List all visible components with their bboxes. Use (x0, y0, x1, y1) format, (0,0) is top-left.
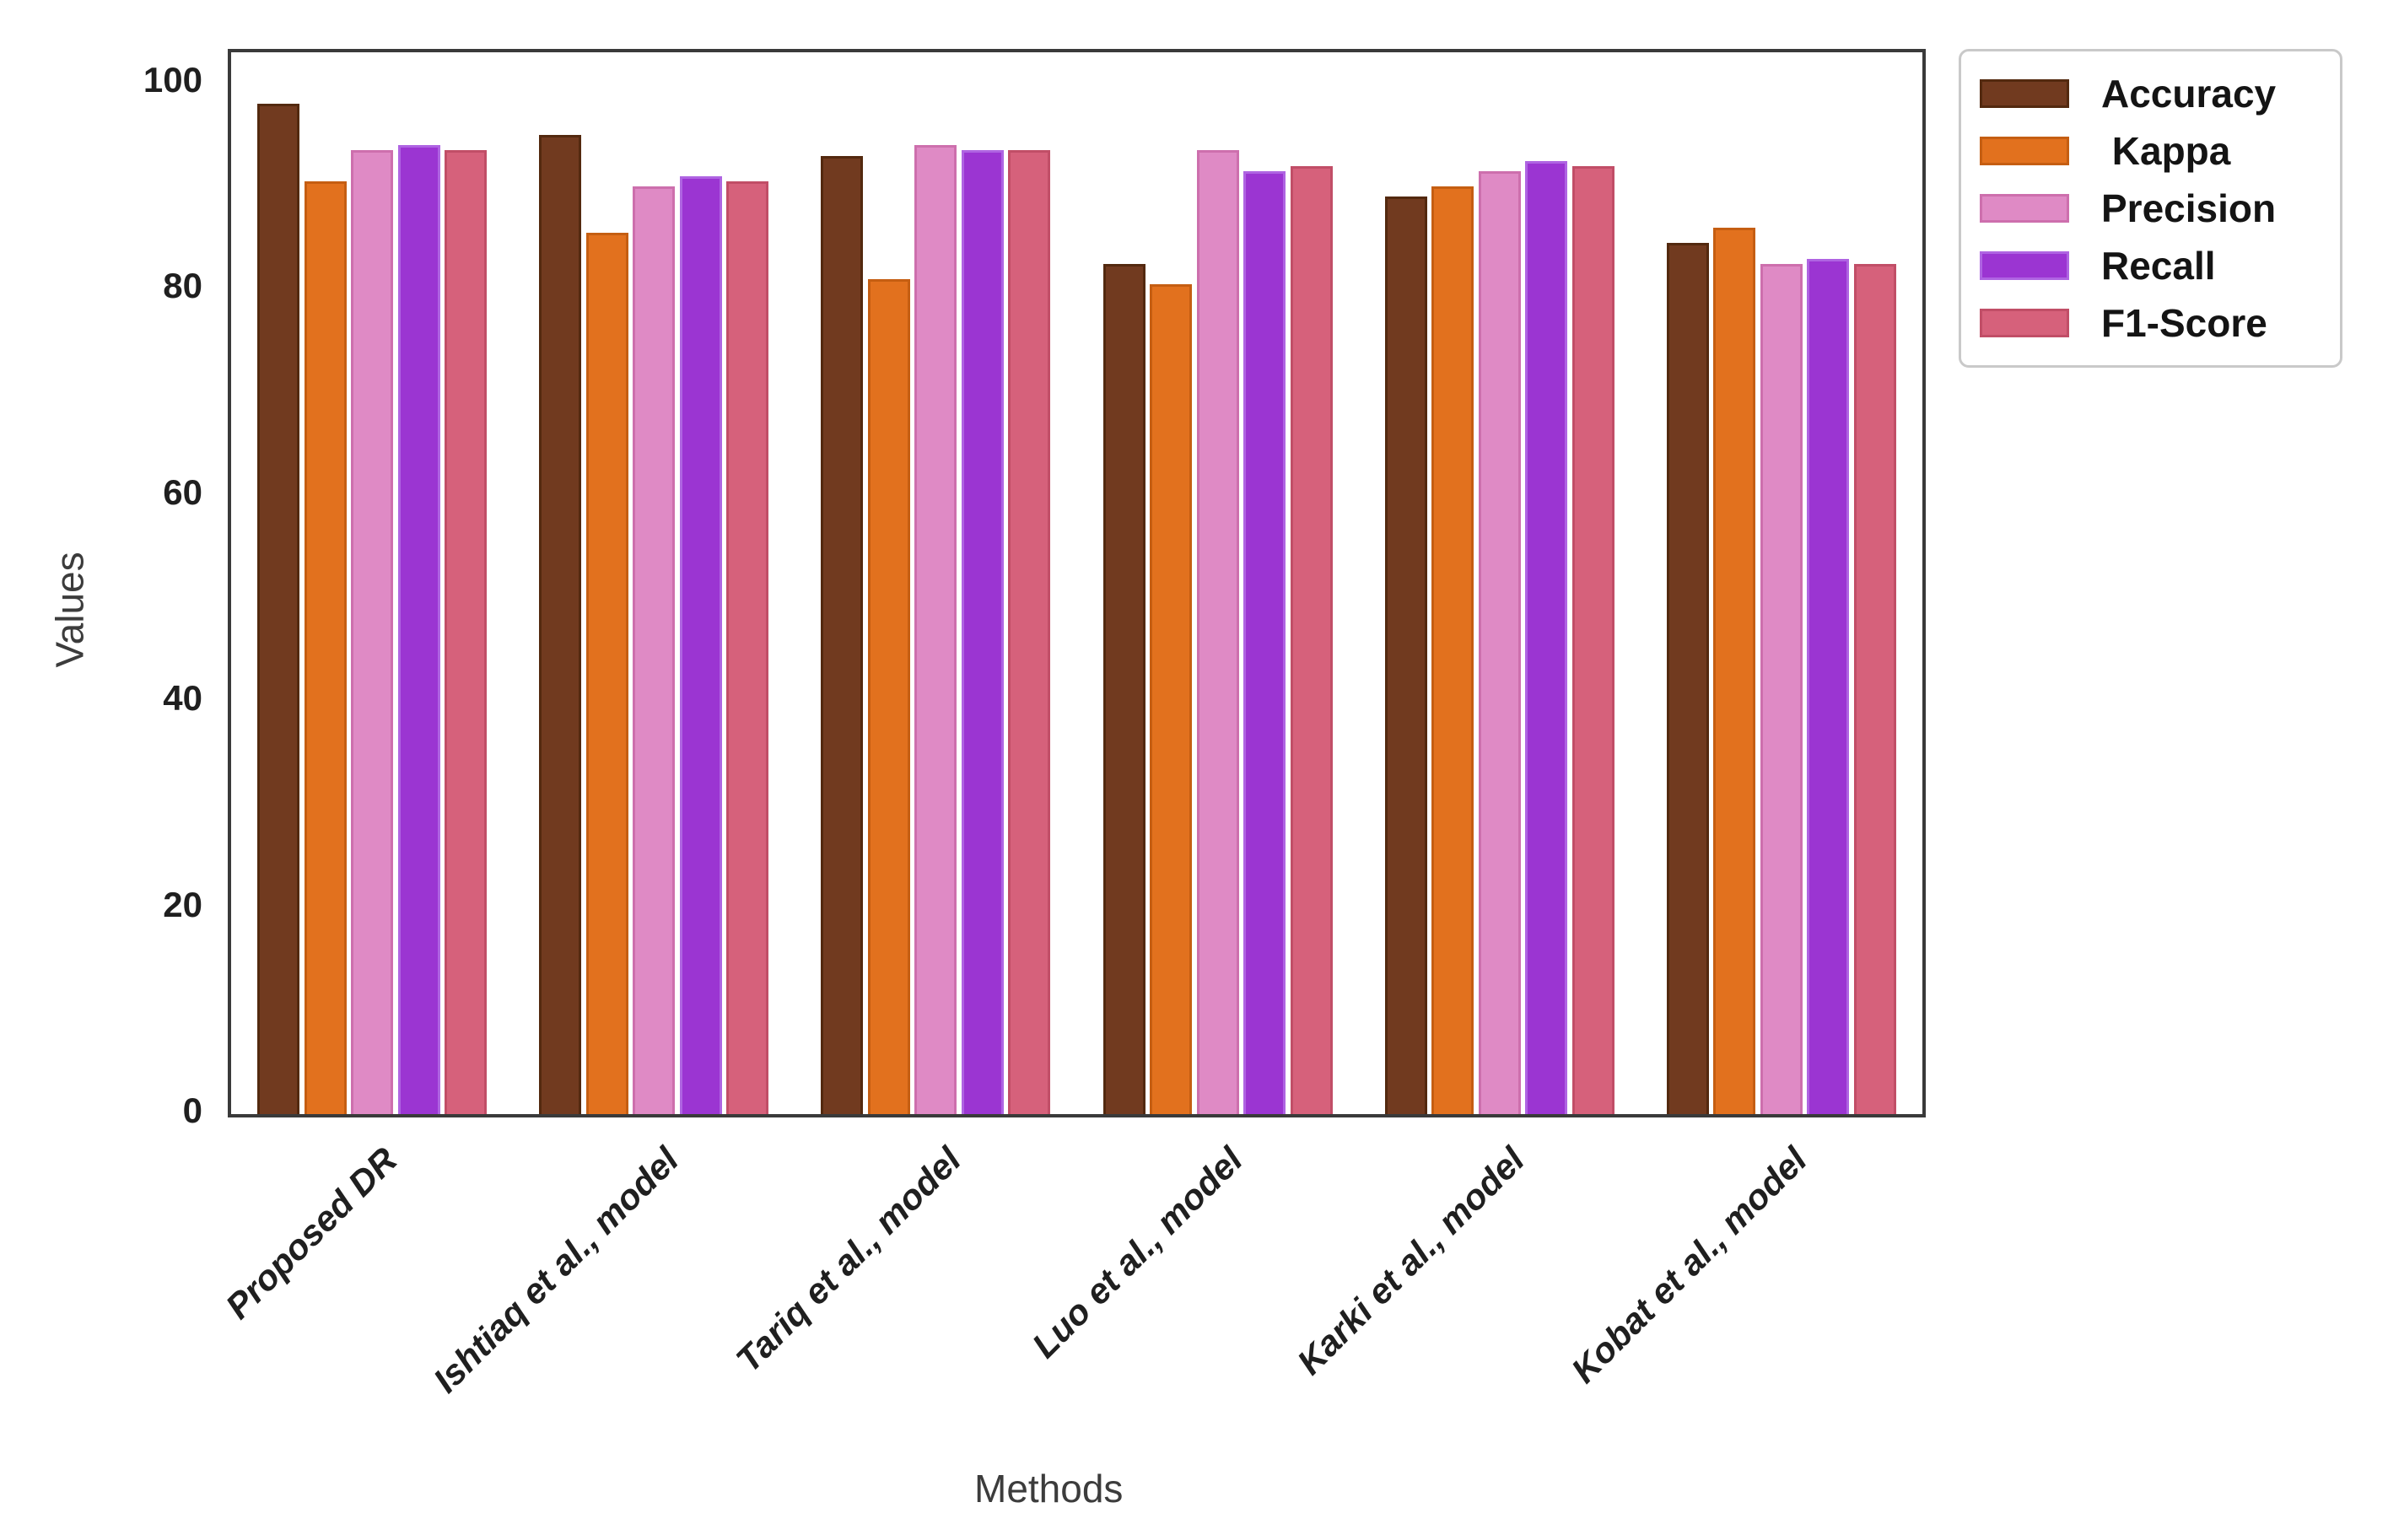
bar-recall-group2 (679, 175, 722, 1114)
bar-recall-group1 (397, 145, 440, 1114)
y-tick-100: 100 (143, 60, 202, 100)
bar-precision-group3 (914, 145, 957, 1114)
legend-swatch-f1-score (1980, 309, 2069, 337)
bar-precision-group4 (1196, 150, 1239, 1114)
y-axis-title: Values (47, 552, 92, 668)
legend-label-kappa: Kappa (2101, 129, 2231, 173)
legend-item-accuracy: Accuracy (1961, 65, 2340, 122)
x-tick-group1: Proposed DR (218, 1139, 405, 1327)
legend-label-accuracy: Accuracy (2101, 72, 2277, 116)
bar-kappa-group3 (867, 279, 910, 1114)
bar-recall-group5 (1525, 160, 1568, 1114)
y-tick-20: 20 (163, 884, 202, 924)
y-tick-60: 60 (163, 471, 202, 512)
x-tick-group4: Luo et al., model (1024, 1139, 1251, 1365)
y-tick-40: 40 (163, 678, 202, 719)
bar-kappa-group5 (1431, 186, 1474, 1114)
y-tick-80: 80 (163, 266, 202, 306)
bar-precision-group2 (633, 186, 676, 1114)
x-tick-group2: Ishtiaq et al., model (425, 1139, 687, 1401)
bar-f1-score-group3 (1008, 150, 1051, 1114)
legend-label-f1-score: F1-Score (2101, 301, 2267, 345)
bar-f1-score-group5 (1571, 165, 1614, 1114)
bar-f1-score-group6 (1853, 263, 1896, 1114)
bar-kappa-group2 (585, 233, 628, 1114)
bar-f1-score-group2 (726, 181, 769, 1114)
bar-accuracy-group3 (821, 155, 864, 1114)
bar-kappa-group6 (1713, 228, 1756, 1114)
legend-label-recall: Recall (2101, 244, 2216, 288)
plot-area (228, 49, 1926, 1117)
bar-precision-group6 (1760, 263, 1803, 1114)
legend-item-kappa: Kappa (1961, 122, 2340, 180)
y-tick-0: 0 (182, 1090, 202, 1130)
bar-f1-score-group1 (445, 150, 488, 1114)
x-tick-group3: Tariq et al., model (728, 1139, 968, 1380)
bar-kappa-group1 (304, 181, 347, 1114)
legend-box: Accuracy Kappa Precision Recall F1-Score (1959, 49, 2342, 368)
legend-swatch-precision (1980, 194, 2069, 223)
bar-f1-score-group4 (1290, 165, 1333, 1114)
x-tick-group6: Kobat et al., model (1563, 1139, 1814, 1391)
x-axis-title: Methods (974, 1467, 1124, 1510)
legend-item-precision: Precision (1961, 180, 2340, 237)
bar-recall-group3 (961, 150, 1004, 1114)
x-tick-group5: Karki et al., model (1289, 1139, 1533, 1382)
bar-recall-group4 (1243, 170, 1286, 1114)
legend-item-f1-score: F1-Score (1961, 294, 2340, 352)
legend-swatch-kappa (1980, 137, 2069, 165)
bar-accuracy-group2 (539, 135, 582, 1114)
bar-recall-group6 (1807, 258, 1850, 1114)
bar-accuracy-group5 (1384, 197, 1427, 1114)
bar-accuracy-group4 (1102, 263, 1145, 1114)
legend-label-precision: Precision (2101, 186, 2277, 230)
bar-precision-group5 (1478, 170, 1521, 1114)
legend-swatch-recall (1980, 251, 2069, 280)
bar-kappa-group4 (1150, 284, 1193, 1114)
bar-accuracy-group1 (257, 104, 300, 1114)
legend-swatch-accuracy (1980, 79, 2069, 108)
legend-item-recall: Recall (1961, 237, 2340, 294)
bar-accuracy-group6 (1666, 243, 1709, 1114)
bar-precision-group1 (351, 150, 394, 1114)
